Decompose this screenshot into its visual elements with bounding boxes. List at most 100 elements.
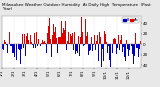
Bar <box>43 42 44 44</box>
Bar <box>133 44 134 64</box>
Bar <box>64 36 65 44</box>
Bar <box>82 32 83 44</box>
Bar <box>95 44 96 50</box>
Bar <box>134 44 135 56</box>
Bar <box>26 36 27 44</box>
Bar <box>98 44 99 61</box>
Bar <box>32 44 33 45</box>
Bar <box>108 44 109 46</box>
Bar <box>78 36 79 44</box>
Bar <box>69 43 70 44</box>
Bar <box>27 33 28 44</box>
Bar <box>131 44 132 57</box>
Bar <box>58 37 59 44</box>
Bar <box>126 40 127 44</box>
Bar <box>87 32 88 44</box>
Bar <box>11 44 12 46</box>
Bar <box>92 44 93 51</box>
Bar <box>22 34 23 44</box>
Bar <box>81 17 82 44</box>
Bar <box>20 44 21 64</box>
Bar <box>61 35 62 44</box>
Text: Milwaukee Weather Outdoor Humidity  At Daily High  Temperature  (Past Year): Milwaukee Weather Outdoor Humidity At Da… <box>2 3 150 11</box>
Bar <box>128 44 129 56</box>
Bar <box>12 44 13 53</box>
Bar <box>67 41 68 44</box>
Bar <box>3 44 4 50</box>
Bar <box>28 40 29 44</box>
Legend: Bl, Ab: Bl, Ab <box>122 17 139 23</box>
Bar <box>75 44 76 54</box>
Bar <box>116 44 117 54</box>
Bar <box>73 44 74 50</box>
Bar <box>103 44 104 61</box>
Bar <box>125 44 126 61</box>
Bar <box>115 39 116 44</box>
Bar <box>18 44 19 49</box>
Bar <box>90 44 91 50</box>
Bar <box>121 35 122 44</box>
Bar <box>41 43 42 44</box>
Bar <box>2 44 3 49</box>
Bar <box>85 19 86 44</box>
Bar <box>59 37 60 44</box>
Bar <box>96 41 97 44</box>
Bar <box>6 44 7 45</box>
Bar <box>110 44 111 67</box>
Bar <box>72 36 73 44</box>
Bar <box>33 44 34 48</box>
Bar <box>140 41 141 44</box>
Bar <box>112 44 113 53</box>
Bar <box>25 44 26 56</box>
Bar <box>79 44 80 56</box>
Bar <box>35 44 36 48</box>
Bar <box>57 44 58 53</box>
Bar <box>4 40 5 44</box>
Bar <box>54 32 55 44</box>
Bar <box>118 35 119 44</box>
Bar <box>37 44 38 46</box>
Bar <box>62 33 63 44</box>
Bar <box>44 41 45 44</box>
Bar <box>19 44 20 50</box>
Bar <box>97 35 98 44</box>
Bar <box>10 44 11 46</box>
Bar <box>5 42 6 44</box>
Bar <box>13 44 14 53</box>
Bar <box>51 44 52 57</box>
Bar <box>23 44 24 54</box>
Bar <box>30 35 31 44</box>
Bar <box>38 39 39 44</box>
Bar <box>14 44 15 57</box>
Bar <box>74 32 75 44</box>
Bar <box>114 38 115 44</box>
Bar <box>24 34 25 44</box>
Bar <box>56 37 57 44</box>
Bar <box>21 44 22 49</box>
Bar <box>93 44 94 45</box>
Bar <box>52 35 53 44</box>
Bar <box>122 44 123 52</box>
Bar <box>113 39 114 44</box>
Bar <box>7 44 8 65</box>
Bar <box>66 44 67 50</box>
Bar <box>76 44 77 51</box>
Bar <box>102 44 103 49</box>
Bar <box>65 21 66 44</box>
Bar <box>138 44 139 57</box>
Bar <box>129 44 130 50</box>
Bar <box>109 44 110 60</box>
Bar <box>99 32 100 44</box>
Bar <box>60 37 61 44</box>
Bar <box>139 32 140 44</box>
Bar <box>49 18 50 44</box>
Bar <box>42 22 43 44</box>
Bar <box>63 28 64 44</box>
Bar <box>119 44 120 50</box>
Bar <box>45 43 46 44</box>
Bar <box>132 44 133 54</box>
Bar <box>100 37 101 44</box>
Bar <box>124 44 125 57</box>
Bar <box>40 44 41 46</box>
Bar <box>104 31 105 44</box>
